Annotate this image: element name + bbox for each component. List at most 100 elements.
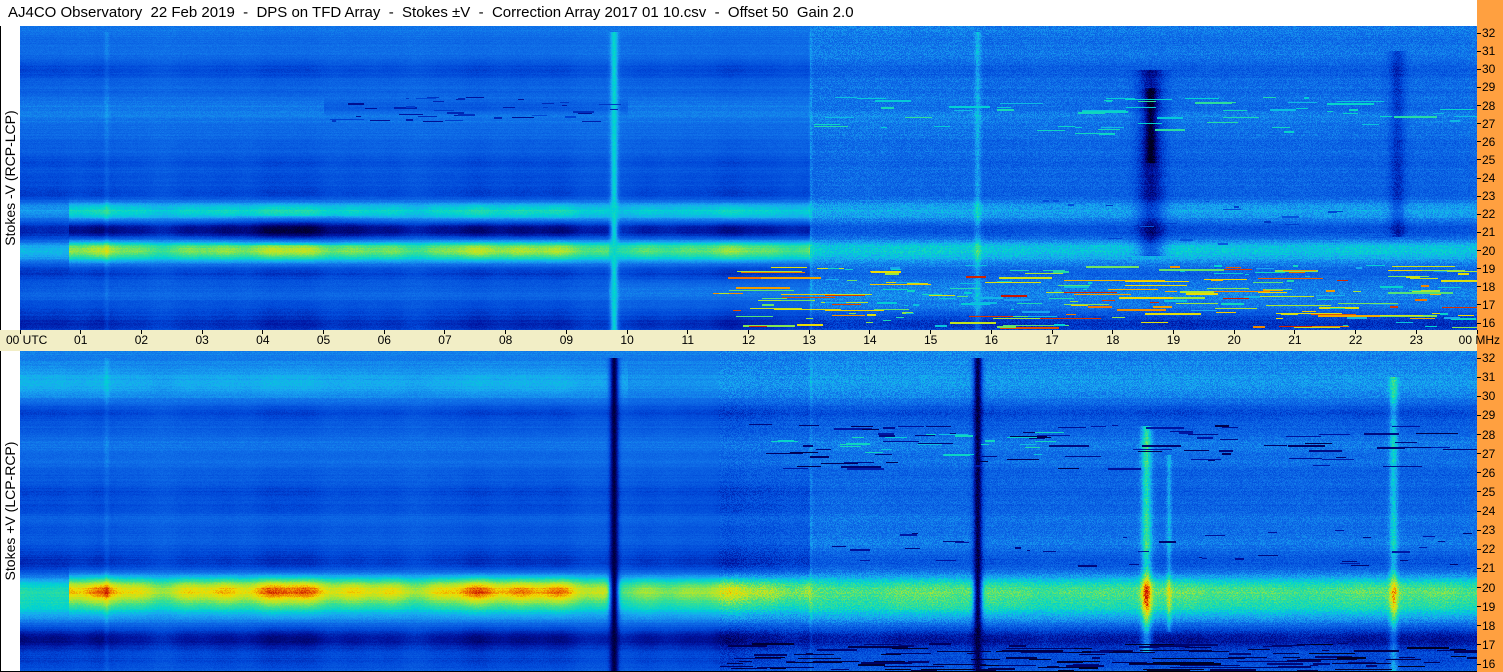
hour-tick-mark — [869, 330, 871, 334]
freq-tick-label: 23 — [1482, 189, 1496, 204]
freq-tick-mark — [1477, 250, 1481, 251]
hour-tick-mark — [990, 330, 992, 334]
freq-tick-mark — [1477, 529, 1481, 531]
freq-tick-mark — [1477, 195, 1481, 197]
freq-tick-label: 28 — [1482, 98, 1496, 113]
freq-tick-mark — [1477, 414, 1481, 416]
freq-tick-label: 22 — [1482, 207, 1496, 222]
hour-tick-label: 21 — [1288, 333, 1302, 347]
freq-tick-mark — [1477, 105, 1481, 106]
bottom-panel-ylabel: Stokes +V (LCP-RCP) — [2, 441, 18, 581]
freq-tick-label: 32 — [1482, 26, 1496, 40]
hour-tick-label: 05 — [316, 333, 331, 347]
freq-tick-mark — [1477, 231, 1481, 233]
freq-tick-mark — [1477, 644, 1481, 646]
top-spectrogram-canvas — [20, 26, 1477, 330]
freq-tick-mark — [1477, 86, 1481, 88]
hour-tick-mark — [262, 330, 264, 334]
freq-tick-label: 24 — [1482, 504, 1496, 518]
freq-tick-mark — [1477, 159, 1481, 161]
hour-tick-label: 14 — [863, 333, 877, 347]
hour-tick-mark — [444, 330, 446, 334]
mhz-end-label: 00 MHz — [1458, 333, 1500, 347]
freq-tick-label: 26 — [1482, 134, 1496, 149]
freq-tick-mark — [1477, 286, 1481, 288]
hour-tick-label: 09 — [559, 333, 574, 347]
hour-tick-mark — [808, 330, 810, 334]
hour-tick-mark — [565, 330, 567, 334]
hour-tick-label: 13 — [802, 333, 816, 347]
freq-tick-label: 27 — [1482, 446, 1496, 461]
hour-tick-label: 10 — [620, 333, 634, 347]
freq-tick-label: 22 — [1482, 542, 1496, 557]
freq-tick-mark — [1477, 376, 1481, 378]
hour-tick-label: 01 — [74, 333, 88, 347]
hour-tick-label: 07 — [438, 333, 452, 347]
time-axis-strip: 00 UTC 01 02 03 04 05 06 07 08 09 10 11 12 13 14 15 16 1… — [0, 330, 1477, 351]
page-title: AJ4CO Observatory 22 Feb 2019 - DPS on T… — [0, 0, 1477, 26]
freq-tick-label: 17 — [1482, 297, 1496, 312]
hour-tick-label: 18 — [1106, 333, 1120, 347]
hour-tick-mark — [1476, 330, 1478, 334]
hour-tick-label: 23 — [1409, 333, 1423, 347]
freq-tick-label: 28 — [1482, 427, 1496, 442]
freq-tick-mark — [1477, 625, 1481, 627]
utc-start-label: 00 UTC — [6, 333, 48, 347]
bottom-spectrogram-canvas — [20, 351, 1477, 671]
freq-tick-mark — [1477, 567, 1481, 569]
freq-tick-mark — [1477, 453, 1481, 455]
hour-tick-label: 08 — [498, 333, 513, 347]
freq-tick-label: 16 — [1482, 657, 1496, 671]
hour-tick-mark — [19, 330, 21, 334]
hour-tick-mark — [1294, 330, 1296, 334]
hour-tick-mark — [626, 330, 628, 334]
freq-tick-mark — [1477, 472, 1481, 474]
freq-tick-mark — [1477, 50, 1481, 52]
frequency-gutter — [1477, 0, 1503, 672]
freq-tick-mark — [1477, 587, 1481, 588]
freq-tick-label: 24 — [1482, 171, 1496, 185]
freq-tick-label: 31 — [1482, 370, 1496, 385]
freq-tick-label: 29 — [1482, 80, 1496, 95]
freq-tick-mark — [1477, 395, 1481, 397]
freq-tick-mark — [1477, 32, 1481, 34]
freq-tick-mark — [1477, 663, 1481, 665]
hour-tick-label: 15 — [923, 333, 938, 347]
freq-tick-mark — [1477, 268, 1481, 270]
freq-tick-label: 30 — [1482, 62, 1496, 77]
hour-tick-label: 03 — [195, 333, 209, 347]
freq-tick-label: 21 — [1482, 561, 1496, 576]
hour-tick-label: 19 — [1166, 333, 1181, 347]
hour-tick-label: 12 — [741, 333, 756, 347]
freq-tick-label: 25 — [1482, 484, 1496, 499]
freq-tick-label: 20 — [1482, 243, 1496, 258]
hour-tick-label: 06 — [377, 333, 391, 347]
freq-tick-mark — [1477, 213, 1481, 215]
hour-tick-mark — [1112, 330, 1114, 334]
hour-tick-mark — [323, 330, 325, 334]
hour-tick-mark — [748, 330, 749, 334]
freq-tick-label: 30 — [1482, 389, 1496, 404]
freq-tick-label: 26 — [1482, 465, 1496, 480]
hour-tick-label: 04 — [256, 333, 270, 347]
freq-tick-mark — [1477, 548, 1481, 550]
freq-tick-label: 23 — [1482, 523, 1496, 538]
freq-tick-label: 31 — [1482, 44, 1496, 59]
freq-tick-label: 32 — [1482, 351, 1496, 365]
hour-tick-mark — [201, 330, 203, 334]
freq-tick-label: 21 — [1482, 225, 1496, 240]
freq-tick-mark — [1477, 68, 1481, 70]
freq-tick-mark — [1477, 434, 1481, 435]
hour-tick-mark — [1233, 330, 1235, 334]
freq-tick-mark — [1477, 304, 1481, 306]
top-panel-ylabel: Stokes -V (RCP-LCP) — [2, 110, 18, 246]
hour-tick-label: 17 — [1045, 333, 1059, 347]
freq-tick-mark — [1477, 177, 1481, 179]
hour-tick-mark — [1172, 330, 1174, 334]
freq-tick-label: 25 — [1482, 152, 1496, 167]
freq-tick-label: 16 — [1482, 316, 1496, 330]
freq-tick-label: 18 — [1482, 618, 1496, 633]
hour-tick-label: 22 — [1348, 333, 1363, 347]
hour-tick-mark — [930, 330, 932, 334]
